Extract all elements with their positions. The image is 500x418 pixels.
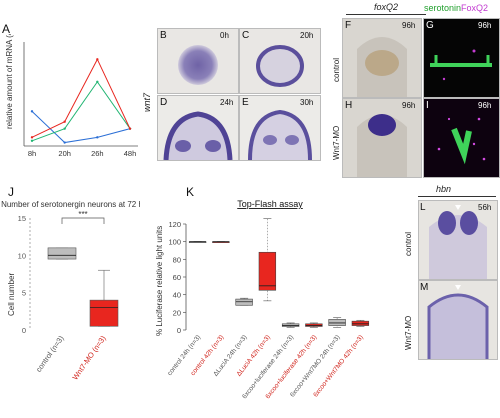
panel-j-box-chart: Number of serotonergin neurons at 72 h C… [1,200,140,382]
panel-k-y-tick-label: 100 [168,238,181,247]
panel-j-significance-stars: *** [78,210,87,219]
panel-h-label: H [345,100,353,111]
panel-a-legend-label: Wnt3 [38,163,56,164]
panel-a-series-line [31,80,131,142]
foxq2-channel-label: FoxQ2 [461,3,489,13]
panel-l-embryo-image [418,200,498,280]
panel-j-y-tick-label: 15 [18,214,26,223]
panel-k-box [258,251,277,291]
morphant-row-label-bottom: Wnt7-MO [404,315,413,350]
panel-f-embryo-image [342,18,422,98]
panel-e-label: E [242,97,249,108]
control-row-label-bottom: control [404,231,413,256]
panel-i-fluorescence-image [423,98,500,178]
panel-i-time: 96h [478,101,492,110]
panel-b-time: 0h [220,31,229,40]
panel-j-box [47,247,77,260]
control-row-label-top: control [332,57,341,82]
panel-j-y-tick-label: 0 [22,326,26,335]
panel-j-y-tick-label: 10 [18,251,26,260]
panel-k-box [235,298,253,306]
panel-m-label: M [420,282,429,293]
panel-f-time: 96h [402,21,416,30]
morphant-row-label-top: Wnt7-MO [332,125,341,160]
panel-a-data-point [128,127,132,130]
panel-i-label: I [426,100,429,111]
panel-l-label: L [420,202,426,213]
panel-l-time: 56h [478,203,492,212]
panel-a-data-point [96,80,99,84]
foxq2-column-header: foxQ2 [374,2,399,12]
panel-b-embryo-image [157,28,239,94]
panel-g-label: G [426,20,434,31]
panel-k-y-tick-label: 20 [173,308,181,317]
panel-k-y-axis-label: % Luciferase relative light units [155,226,164,336]
panel-a-x-tick-label: 48h [124,149,137,158]
fluorescence-channel-legend: serotoninFoxQ2 [424,3,488,13]
panel-d-time: 24h [220,98,234,107]
panel-b-label: B [160,30,167,41]
panel-a-series-line [31,110,131,144]
panel-a-x-tick-label: 26h [91,149,104,158]
panel-k-box-chart: Top-Flash assay % Luciferase relative li… [155,199,370,400]
panel-a-data-point [63,141,66,144]
serotonin-channel-label: serotonin [424,3,462,13]
panel-c-label: C [242,30,250,41]
panel-j-title: Number of serotonergin neurons at 72 h [1,200,140,209]
panel-j-x-tick-label: Wnt7-MO (n=3) [71,334,108,382]
panel-a-data-point [30,110,34,113]
panel-a-label: A [2,22,11,36]
panel-a-data-point [63,127,66,130]
panel-j-label: J [8,185,14,199]
panel-k-box [305,323,323,327]
wnt7-gene-label: wnt7 [142,92,152,112]
panel-k-y-tick-label: 120 [168,220,181,229]
panel-g-fluorescence-image [423,18,500,98]
panel-k-label: K [186,185,195,199]
panel-a-line-chart: relative amount of mRNA (48h=1) 8h 20h 26h… [5,34,138,164]
panel-a-data-point [96,136,99,139]
panel-k-box [281,323,300,327]
panel-h-time: 96h [402,101,416,110]
panel-k-y-tick-label: 0 [177,326,181,335]
panel-a-y-axis-label: relative amount of mRNA (48h=1) [5,34,14,129]
panel-j-significance-bracket [61,217,105,224]
panel-k-y-tick-label: 40 [173,291,181,300]
panel-a-x-tick-label: 8h [28,149,36,158]
panel-k-y-tick-label: 60 [173,273,181,282]
panel-h-embryo-image [342,98,422,178]
hbn-column-header: hbn [436,184,452,194]
hbn-header-rule [418,196,496,197]
panel-k-x-tick-label: 6xcoo+Wnt7MO 42h (n=3) [312,334,365,399]
panel-a-data-point [30,136,34,139]
panel-j-y-axis-label: Cell number [7,273,16,316]
panel-d-embryo-image [157,95,239,161]
panel-m-embryo-image [418,280,498,360]
panel-a-series-line [31,58,131,138]
panel-a-data-point [96,58,99,61]
panel-e-time: 30h [300,98,314,107]
panel-a-legend-label: Wnt7 [114,163,132,164]
panel-d-label: D [160,97,168,108]
panel-k-title: Top-Flash assay [237,199,303,209]
panel-j-y-tick-label: 5 [22,289,26,298]
panel-a-legend-label: Wnt6 [76,163,94,164]
panel-g-time: 96h [478,21,492,30]
foxq2-header-rule [346,14,426,15]
panel-a-data-point [63,120,66,123]
panel-k-y-tick-label: 80 [173,255,181,264]
panel-k-box [328,319,346,326]
panel-k-box [351,320,370,326]
panel-e-embryo-image [239,95,321,161]
panel-a-x-tick-label: 20h [58,149,71,158]
panel-f-label: F [345,20,352,31]
panel-a-data-point [30,139,34,142]
panel-j-box [89,299,119,327]
panel-c-embryo-image [239,28,321,94]
panel-c-time: 20h [300,31,314,40]
panel-j-x-tick-label: control (n=3) [34,334,66,374]
